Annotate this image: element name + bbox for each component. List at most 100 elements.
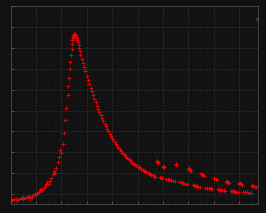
Point (188, 168, 192, 172)
Point (30, 195, 34, 198)
Point (132, 162, 136, 165)
Point (64, 106, 69, 109)
Point (23, 196, 27, 200)
Point (143, 170, 147, 173)
Point (254, 185, 258, 189)
Point (237, 182, 241, 185)
Point (233, 190, 237, 193)
Point (202, 174, 206, 178)
Point (251, 184, 255, 187)
Point (106, 130, 110, 133)
Point (154, 160, 159, 163)
Point (195, 185, 199, 188)
Point (183, 182, 187, 185)
Point (116, 146, 120, 150)
Point (155, 159, 159, 162)
Point (215, 178, 219, 182)
Point (31, 193, 36, 197)
Point (142, 169, 146, 172)
Point (192, 184, 196, 187)
Point (138, 167, 142, 170)
Point (14, 197, 18, 200)
Point (208, 187, 212, 190)
Point (119, 149, 123, 153)
Point (201, 174, 205, 177)
Point (161, 165, 165, 169)
Point (144, 170, 148, 174)
Point (223, 189, 227, 192)
Point (161, 165, 165, 168)
Point (128, 159, 132, 162)
Point (169, 178, 173, 182)
Point (181, 181, 185, 185)
Point (177, 180, 181, 184)
Point (50, 173, 55, 176)
Point (101, 119, 105, 123)
Point (238, 182, 242, 185)
Point (213, 178, 218, 181)
Point (82, 66, 86, 69)
Point (76, 40, 80, 44)
Point (129, 160, 133, 163)
Point (81, 61, 85, 65)
Point (173, 163, 178, 167)
Point (205, 186, 209, 190)
Point (226, 181, 230, 184)
Point (190, 183, 195, 187)
Point (66, 84, 70, 88)
Point (97, 110, 102, 114)
Point (38, 189, 42, 192)
Point (216, 188, 220, 191)
Point (73, 33, 77, 36)
Point (74, 34, 78, 38)
Point (156, 161, 161, 165)
Point (160, 176, 164, 180)
Point (92, 97, 97, 101)
Point (69, 53, 73, 56)
Point (34, 193, 38, 197)
Point (25, 195, 29, 198)
Point (193, 184, 197, 187)
Point (45, 180, 49, 184)
Point (171, 179, 175, 183)
Point (220, 188, 225, 192)
Point (135, 165, 140, 168)
Point (243, 190, 247, 194)
Point (210, 187, 214, 191)
Point (209, 187, 213, 190)
Point (85, 74, 89, 77)
Point (146, 171, 150, 174)
Point (227, 181, 232, 185)
Point (12, 198, 16, 201)
Point (71, 35, 75, 38)
Point (199, 173, 203, 176)
Point (164, 177, 168, 180)
Point (104, 125, 108, 128)
Point (87, 82, 92, 85)
Point (76, 43, 81, 47)
Point (253, 185, 257, 188)
Point (133, 163, 137, 166)
Point (212, 176, 216, 180)
Point (47, 182, 51, 186)
Point (230, 189, 234, 193)
Point (250, 184, 255, 187)
Point (206, 187, 211, 190)
Point (107, 132, 112, 135)
Point (147, 172, 151, 175)
Point (57, 155, 61, 158)
Point (21, 197, 26, 201)
Point (109, 134, 113, 138)
Point (212, 177, 216, 180)
Point (110, 137, 114, 140)
Point (73, 33, 77, 36)
Point (80, 57, 84, 61)
Point (100, 117, 104, 120)
Point (255, 17, 260, 21)
Point (151, 174, 155, 177)
Point (59, 152, 64, 155)
Point (27, 194, 31, 197)
Point (167, 178, 171, 181)
Point (228, 189, 233, 193)
Point (78, 53, 82, 56)
